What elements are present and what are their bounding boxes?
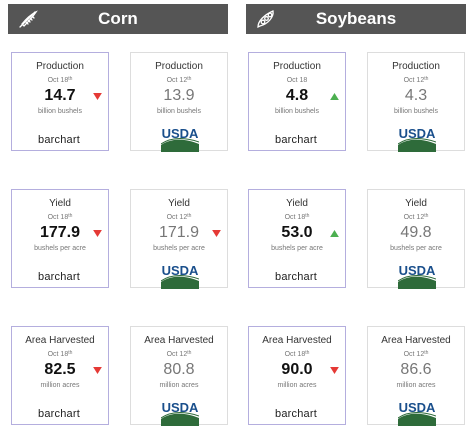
metric-label: Area Harvested	[381, 335, 451, 346]
usda-logo: USDA	[398, 400, 436, 426]
arrow-down-icon	[330, 367, 339, 374]
metric-label: Production	[273, 61, 321, 72]
soybeans-area-barchart-card: Area Harvested Oct 18th 90.0 million acr…	[248, 326, 346, 425]
report-date: Oct 18th	[47, 350, 73, 358]
metric-label: Production	[155, 61, 203, 72]
report-date: Oct 12th	[166, 213, 192, 221]
metric-value: 80.8	[163, 361, 195, 378]
corn-icon	[19, 10, 38, 28]
metric-label: Production	[36, 61, 84, 72]
arrow-down-icon	[93, 230, 102, 237]
unit-label: bushels per acre	[153, 245, 205, 252]
svg-text:USDA: USDA	[399, 263, 436, 278]
unit-label: million acres	[159, 382, 199, 389]
barchart-logo: barchart	[38, 408, 80, 420]
arrow-up-icon	[330, 230, 339, 237]
metric-label: Yield	[168, 198, 190, 209]
usda-logo: USDA	[161, 263, 199, 289]
report-date: Oct 12th	[403, 350, 429, 358]
barchart-logo: barchart	[38, 134, 80, 146]
corn-production-usda-card: Production Oct 12th 13.9 billion bushels…	[130, 52, 228, 152]
metric-value: 171.9	[158, 224, 200, 241]
metric-label: Yield	[49, 198, 71, 209]
unit-label: million acres	[277, 382, 317, 389]
metric-value: 14.7	[44, 87, 76, 104]
report-date: Oct 12th	[403, 76, 429, 84]
metric-value: 49.8	[400, 224, 432, 241]
metric-label: Yield	[405, 198, 427, 209]
svg-text:USDA: USDA	[399, 126, 436, 141]
metric-value: 82.5	[44, 361, 76, 378]
report-date: Oct 18th	[47, 213, 73, 221]
report-date: Oct 18th	[47, 76, 73, 84]
usda-logo: USDA	[398, 263, 436, 289]
soybeans-section-header: Soybeans	[246, 4, 466, 34]
usda-logo: USDA	[161, 400, 199, 426]
arrow-down-icon	[93, 93, 102, 100]
soybeans-production-usda-card: Production Oct 12th 4.3 billion bushels …	[367, 52, 465, 152]
corn-production-barchart-card: Production Oct 18th 14.7 billion bushels…	[11, 52, 109, 151]
arrow-down-icon	[212, 230, 221, 237]
section-title: Corn	[98, 9, 138, 28]
unit-label: million acres	[40, 382, 80, 389]
metric-value: 177.9	[39, 224, 81, 241]
metric-label: Yield	[286, 198, 308, 209]
soybeans-yield-usda-card: Yield Oct 12th 49.8 bushels per acre USD…	[367, 189, 465, 289]
metric-label: Production	[392, 61, 440, 72]
corn-yield-usda-card: Yield Oct 12th 171.9 bushels per acre US…	[130, 189, 228, 289]
soybeans-production-barchart-card: Production Oct 18 4.8 billion bushels ba…	[248, 52, 346, 151]
report-date: Oct 18	[286, 77, 308, 84]
metric-value: 4.8	[285, 87, 309, 104]
usda-logo: USDA	[398, 126, 436, 152]
soybeans-area-usda-card: Area Harvested Oct 12th 86.6 million acr…	[367, 326, 465, 426]
barchart-logo: barchart	[275, 271, 317, 283]
unit-label: billion bushels	[394, 108, 438, 115]
metric-label: Area Harvested	[25, 335, 95, 346]
metric-label: Area Harvested	[262, 335, 332, 346]
metric-label: Area Harvested	[144, 335, 214, 346]
metric-value: 13.9	[163, 87, 195, 104]
svg-text:USDA: USDA	[399, 400, 436, 415]
unit-label: billion bushels	[38, 108, 82, 115]
unit-label: billion bushels	[157, 108, 201, 115]
report-date: Oct 12th	[166, 76, 192, 84]
report-date: Oct 18th	[284, 213, 310, 221]
corn-yield-barchart-card: Yield Oct 18th 177.9 bushels per acre ba…	[11, 189, 109, 288]
metric-value: 4.3	[404, 87, 428, 104]
metric-value: 53.0	[281, 224, 313, 241]
svg-text:USDA: USDA	[162, 126, 199, 141]
barchart-logo: barchart	[275, 408, 317, 420]
section-title: Soybeans	[315, 9, 397, 28]
arrow-down-icon	[93, 367, 102, 374]
usda-logo: USDA	[161, 126, 199, 152]
corn-area-usda-card: Area Harvested Oct 12th 80.8 million acr…	[130, 326, 228, 426]
unit-label: bushels per acre	[390, 245, 442, 252]
svg-text:USDA: USDA	[162, 400, 199, 415]
report-date: Oct 12th	[403, 213, 429, 221]
barchart-logo: barchart	[38, 271, 80, 283]
arrow-up-icon	[330, 93, 339, 100]
soybeans-yield-barchart-card: Yield Oct 18th 53.0 bushels per acre bar…	[248, 189, 346, 288]
unit-label: bushels per acre	[271, 245, 323, 252]
soybean-icon	[257, 10, 274, 29]
report-date: Oct 12th	[166, 350, 192, 358]
metric-value: 90.0	[281, 361, 313, 378]
metric-value: 86.6	[400, 361, 432, 378]
corn-section-header: Corn	[8, 4, 228, 34]
report-date: Oct 18th	[284, 350, 310, 358]
unit-label: million acres	[396, 382, 436, 389]
corn-area-barchart-card: Area Harvested Oct 18th 82.5 million acr…	[11, 326, 109, 425]
unit-label: bushels per acre	[34, 245, 86, 252]
unit-label: billion bushels	[275, 108, 319, 115]
svg-text:USDA: USDA	[162, 263, 199, 278]
barchart-logo: barchart	[275, 134, 317, 146]
